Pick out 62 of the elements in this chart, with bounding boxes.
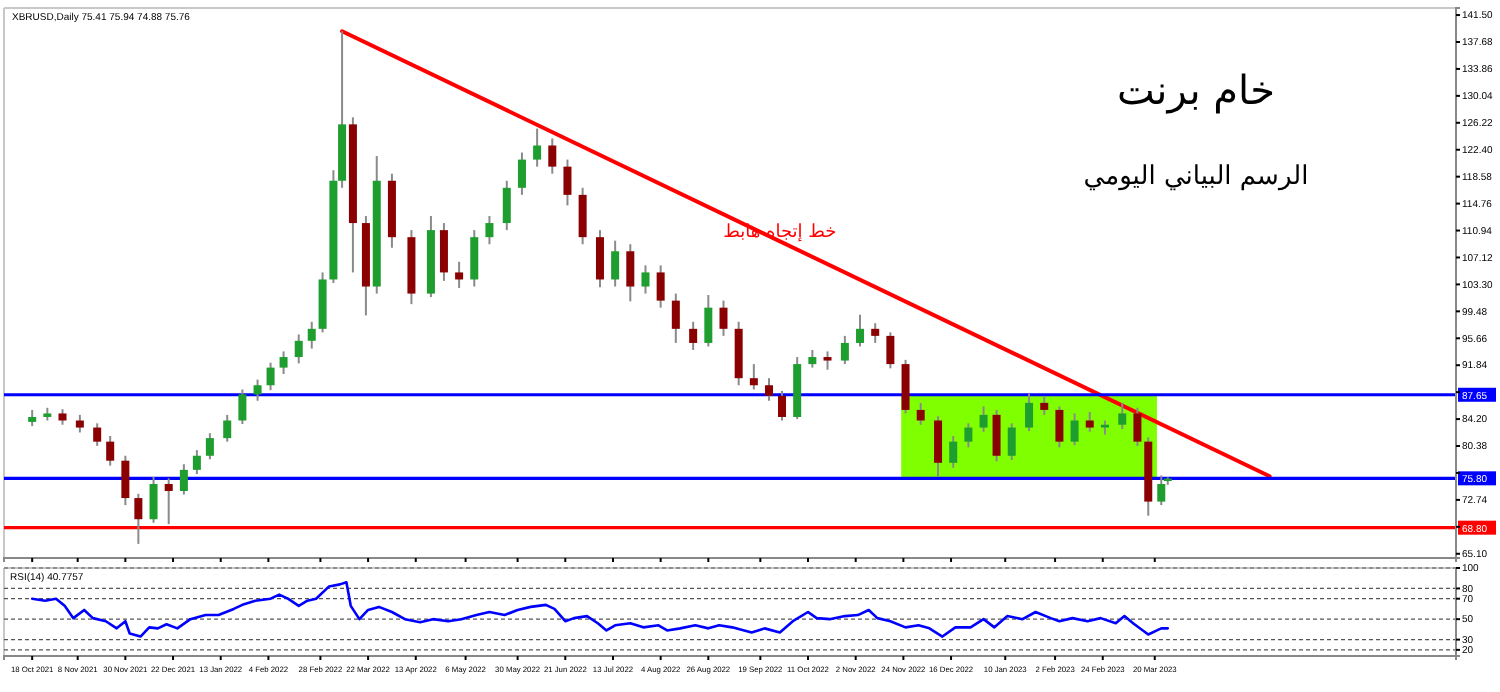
candlestick — [253, 378, 262, 402]
candlestick — [749, 363, 758, 391]
candlestick — [641, 264, 650, 295]
candlestick — [1157, 474, 1166, 507]
candlestick — [93, 422, 102, 447]
candlestick — [992, 408, 1001, 463]
candlestick — [595, 229, 604, 289]
candlestick — [626, 243, 635, 303]
candlestick — [778, 389, 787, 422]
candlestick — [294, 333, 303, 365]
candlestick — [439, 222, 448, 282]
candlestick — [164, 477, 173, 526]
line-series — [30, 581, 1170, 638]
candlestick — [1118, 401, 1127, 430]
candlestick — [1025, 392, 1034, 433]
candlestick — [106, 435, 115, 467]
candlestick — [485, 215, 494, 246]
candlestick — [886, 331, 895, 370]
candlestick — [205, 432, 214, 461]
candlestick — [823, 350, 832, 371]
candlestick — [934, 415, 943, 478]
candlestick — [689, 320, 698, 351]
candlestick — [279, 350, 288, 375]
candlestick — [949, 435, 958, 469]
text: الرسم البياني اليومي — [1083, 162, 1309, 192]
candlestick — [719, 299, 728, 337]
candlestick — [223, 413, 232, 443]
candlestick — [502, 179, 511, 232]
candlestick — [192, 449, 201, 476]
candlestick — [1055, 405, 1064, 449]
candlestick — [134, 492, 143, 545]
candlestick — [548, 137, 557, 175]
candlestick — [901, 358, 910, 415]
candlestick — [266, 361, 275, 392]
candlestick — [563, 158, 572, 207]
candlestick — [979, 405, 988, 433]
candlestick — [578, 186, 587, 246]
candlestick — [149, 475, 158, 524]
candlestick — [121, 454, 130, 507]
candlestick — [1133, 406, 1142, 447]
candlestick — [517, 151, 526, 196]
candlestick — [179, 463, 188, 496]
candlestick — [1070, 412, 1079, 447]
candlestick — [916, 401, 925, 426]
candlestick — [470, 229, 479, 288]
candlestick — [840, 334, 849, 366]
candlestick — [856, 313, 865, 348]
candlestick — [671, 292, 680, 344]
candlestick — [238, 388, 247, 426]
candlestick — [1085, 411, 1094, 433]
candlestick — [455, 260, 464, 289]
candlestick — [656, 264, 665, 309]
text: خام برنت — [1116, 66, 1276, 114]
candlestick — [307, 320, 316, 350]
candlestick — [1040, 394, 1049, 416]
candlestick — [1007, 422, 1016, 461]
candlestick — [533, 127, 542, 168]
candlestick — [765, 377, 774, 402]
candlestick — [871, 322, 880, 344]
candlestick — [611, 239, 620, 288]
candlestick — [964, 422, 973, 449]
candlestick — [704, 293, 713, 348]
